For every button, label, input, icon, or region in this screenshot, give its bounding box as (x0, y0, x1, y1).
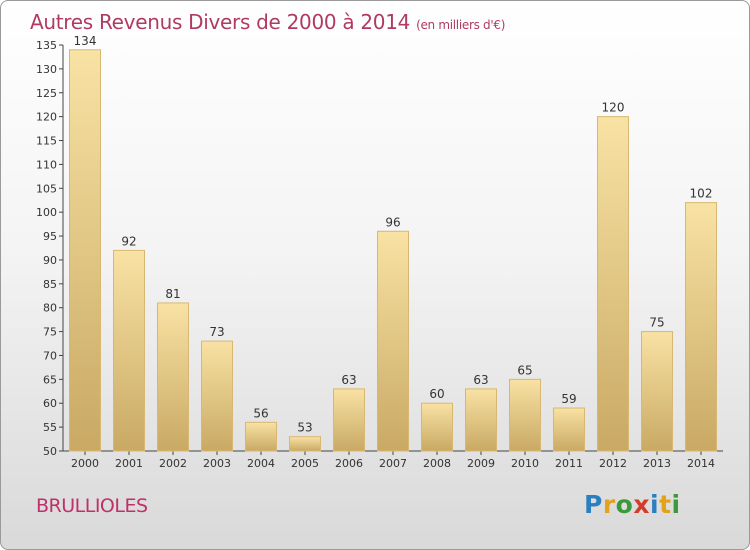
value-label: 56 (253, 406, 268, 420)
x-tick-label: 2004 (247, 457, 275, 470)
y-tick-label: 55 (43, 421, 57, 434)
value-label: 73 (209, 325, 224, 339)
bar-2013 (641, 331, 673, 452)
x-tick-label: 2013 (643, 457, 671, 470)
y-tick-label: 85 (43, 278, 57, 291)
y-tick-label: 80 (43, 302, 57, 315)
y-tick-label: 60 (43, 397, 57, 410)
bar-2001 (113, 249, 145, 452)
value-label: 102 (690, 187, 713, 201)
y-tick-label: 75 (43, 326, 57, 339)
x-tick-label: 2007 (379, 457, 407, 470)
value-label: 53 (297, 421, 312, 435)
bar-2002 (157, 302, 189, 452)
value-label: 59 (561, 392, 576, 406)
y-tick-label: 70 (43, 349, 57, 362)
y-tick-label: 120 (36, 111, 57, 124)
x-tick-label: 2006 (335, 457, 363, 470)
value-label: 75 (649, 316, 664, 330)
x-tick-label: 2009 (467, 457, 495, 470)
value-label: 120 (602, 101, 625, 115)
commune-name: BRULLIOLES (36, 495, 148, 517)
y-tick-label: 100 (36, 206, 57, 219)
x-tick-label: 2008 (423, 457, 451, 470)
x-tick-label: 2003 (203, 457, 231, 470)
bar-2010 (509, 378, 541, 452)
y-tick-label: 130 (36, 63, 57, 76)
value-label: 92 (121, 234, 136, 248)
bar-2009 (465, 388, 497, 452)
chart-title: Autres Revenus Divers de 2000 à 2014 (en … (30, 10, 505, 34)
value-label: 63 (473, 373, 488, 387)
value-label: 63 (341, 373, 356, 387)
bar-2004 (245, 421, 277, 452)
x-tick-label: 2002 (159, 457, 187, 470)
bar-2003 (201, 340, 233, 452)
bar-2007 (377, 230, 409, 452)
bar-2014 (685, 202, 717, 452)
bar-2011 (553, 407, 585, 452)
value-label: 96 (385, 215, 400, 229)
y-tick-label: 95 (43, 230, 57, 243)
y-tick-label: 110 (36, 158, 57, 171)
bar-2008 (421, 402, 453, 452)
y-tick-label: 90 (43, 254, 57, 267)
y-tick-label: 105 (36, 182, 57, 195)
bar-2000 (69, 49, 101, 452)
x-tick-label: 2005 (291, 457, 319, 470)
y-tick-label: 115 (36, 135, 57, 148)
chart-subtitle: (en milliers d'€) (416, 18, 506, 32)
y-tick-label: 65 (43, 373, 57, 386)
bar-2005 (289, 436, 321, 452)
x-tick-label: 2000 (71, 457, 99, 470)
value-label: 65 (517, 363, 532, 377)
x-tick-label: 2001 (115, 457, 143, 470)
y-tick-label: 135 (36, 39, 57, 52)
x-tick-label: 2010 (511, 457, 539, 470)
x-tick-label: 2011 (555, 457, 583, 470)
value-label: 60 (429, 387, 444, 401)
chart-title-text: Autres Revenus Divers de 2000 à 2014 (30, 10, 411, 34)
proxiti-logo: Proxiti (584, 490, 681, 519)
x-tick-label: 2014 (687, 457, 715, 470)
value-label: 81 (165, 287, 180, 301)
y-tick-label: 125 (36, 87, 57, 100)
y-tick-label: 50 (43, 445, 57, 458)
value-label: 134 (74, 34, 97, 48)
x-tick-label: 2012 (599, 457, 627, 470)
bar-2012 (597, 116, 629, 452)
bar-2006 (333, 388, 365, 452)
